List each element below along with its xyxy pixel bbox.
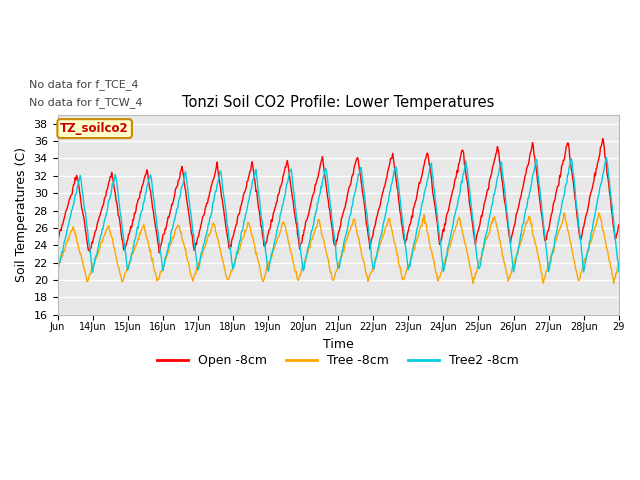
Tree -8cm [223,275,230,280]
Open -8cm [273,200,280,205]
Tree2 -8cm [250,173,258,179]
Tree -8cm [615,263,623,269]
Tree2 -8cm [428,160,435,166]
Tree -8cm [54,263,61,268]
Text: TZ_soilco2: TZ_soilco2 [60,122,129,135]
Open -8cm [252,179,259,185]
Text: No data for f_TCW_4: No data for f_TCW_4 [29,97,143,108]
Open -8cm [599,136,607,142]
Line: Tree2 -8cm: Tree2 -8cm [58,157,619,273]
Tree2 -8cm [120,234,127,240]
Tree -8cm [272,241,280,247]
Tree2 -8cm [54,270,61,276]
X-axis label: Time: Time [323,338,353,351]
Y-axis label: Soil Temperatures (C): Soil Temperatures (C) [15,147,28,282]
Open -8cm [428,184,436,190]
Legend: Open -8cm, Tree -8cm, Tree2 -8cm: Open -8cm, Tree -8cm, Tree2 -8cm [152,349,524,372]
Tree2 -8cm [223,215,230,221]
Tree -8cm [250,242,258,248]
Tree -8cm [595,210,603,216]
Tree2 -8cm [602,155,610,160]
Open -8cm [397,212,404,217]
Open -8cm [615,222,623,228]
Line: Open -8cm: Open -8cm [58,139,619,253]
Open -8cm [156,250,163,256]
Open -8cm [54,237,61,242]
Title: Tonzi Soil CO2 Profile: Lower Temperatures: Tonzi Soil CO2 Profile: Lower Temperatur… [182,95,494,110]
Text: No data for f_TCE_4: No data for f_TCE_4 [29,79,139,90]
Tree2 -8cm [272,234,280,240]
Tree -8cm [120,277,127,283]
Line: Tree -8cm: Tree -8cm [58,213,619,283]
Open -8cm [120,245,127,251]
Open -8cm [223,233,231,239]
Tree -8cm [396,264,404,269]
Tree -8cm [469,280,477,286]
Tree -8cm [428,247,435,253]
Tree2 -8cm [615,268,623,274]
Tree2 -8cm [396,195,404,201]
